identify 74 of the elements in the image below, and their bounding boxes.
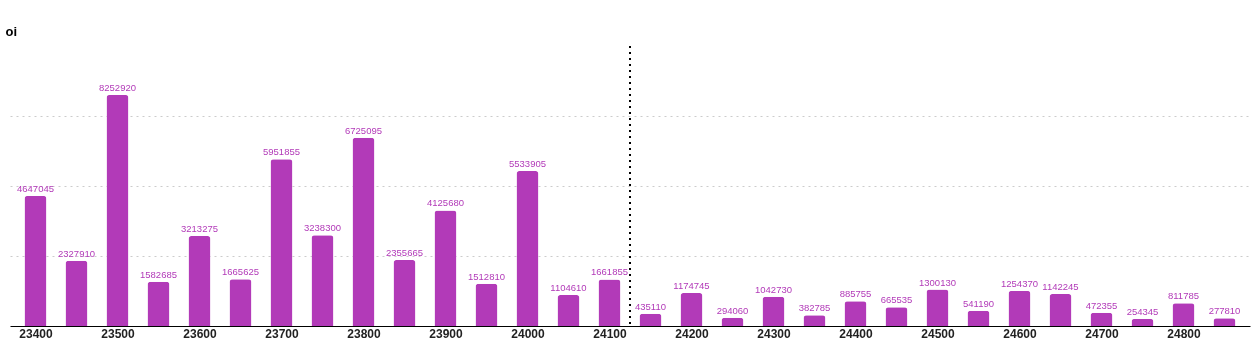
bar (721, 317, 744, 326)
data-label: 1142245 (1042, 281, 1079, 293)
bar (229, 279, 252, 326)
data-label: 1042730 (755, 283, 792, 295)
bar (885, 307, 908, 326)
data-label: 435110 (635, 300, 666, 312)
data-label: 2355665 (386, 247, 423, 259)
data-label: 1661855 (591, 266, 628, 278)
bar (393, 260, 416, 326)
data-label: 4647045 (17, 182, 54, 194)
bar (147, 281, 170, 326)
data-label: 472355 (1085, 299, 1118, 311)
bar (926, 289, 949, 326)
bar (762, 296, 785, 326)
x-tick-label: 24300 (757, 326, 792, 341)
x-tick-label: 24700 (1085, 326, 1120, 341)
bar (24, 195, 47, 326)
y-axis-title: oi (5, 23, 18, 39)
x-tick-label: 24100 (593, 326, 628, 341)
x-tick-label: 23800 (347, 326, 382, 341)
data-label: 254345 (1126, 305, 1159, 317)
bar (311, 235, 334, 326)
data-label: 1174745 (673, 280, 710, 292)
data-label: 3213275 (181, 223, 218, 235)
x-tick-label: 23400 (19, 326, 54, 341)
bar (188, 236, 211, 326)
bar (1131, 318, 1154, 326)
data-label: 8252920 (99, 81, 136, 93)
bar (434, 210, 457, 326)
bar (1049, 294, 1072, 326)
data-label: 5951855 (263, 146, 300, 158)
bar (352, 137, 375, 326)
data-label: 1104610 (550, 282, 587, 294)
data-label: 1582685 (140, 268, 177, 280)
bar (270, 159, 293, 326)
x-tick-label: 24800 (1167, 326, 1202, 341)
data-label: 1512810 (468, 270, 505, 282)
bar (598, 279, 621, 326)
bar (1090, 312, 1113, 326)
data-label: 6725095 (345, 124, 382, 136)
bar (680, 293, 703, 326)
x-tick-label: 23700 (265, 326, 300, 341)
bar (65, 260, 88, 326)
bar (106, 94, 129, 326)
bar (475, 283, 498, 326)
data-label: 4125680 (427, 197, 464, 209)
x-tick-label: 23900 (429, 326, 464, 341)
data-label: 277810 (1208, 305, 1241, 317)
data-label: 665535 (880, 294, 913, 306)
data-label: 382785 (798, 302, 831, 314)
bar (516, 171, 539, 326)
bar (557, 295, 580, 326)
x-tick-label: 23500 (101, 326, 136, 341)
data-label: 811785 (1168, 290, 1199, 302)
x-tick-label: 24400 (839, 326, 874, 341)
data-label: 3238300 (304, 222, 341, 234)
x-tick-label: 24600 (1003, 326, 1038, 341)
data-label: 1300130 (919, 276, 956, 288)
bar (844, 301, 867, 326)
x-tick-label: 24000 (511, 326, 546, 341)
data-label: 885755 (839, 288, 872, 300)
data-label: 294060 (716, 304, 749, 316)
bar (1008, 290, 1031, 326)
data-label: 541190 (963, 297, 994, 309)
data-label: 2327910 (58, 247, 95, 259)
data-label: 1665625 (222, 266, 259, 278)
data-label: 1254370 (1001, 277, 1038, 289)
x-tick-label: 24200 (675, 326, 710, 341)
data-label: 5533905 (509, 158, 546, 170)
x-tick-label: 24500 (921, 326, 956, 341)
bar (639, 313, 662, 326)
bar (1172, 303, 1195, 326)
bar (967, 310, 990, 326)
x-tick-label: 23600 (183, 326, 218, 341)
